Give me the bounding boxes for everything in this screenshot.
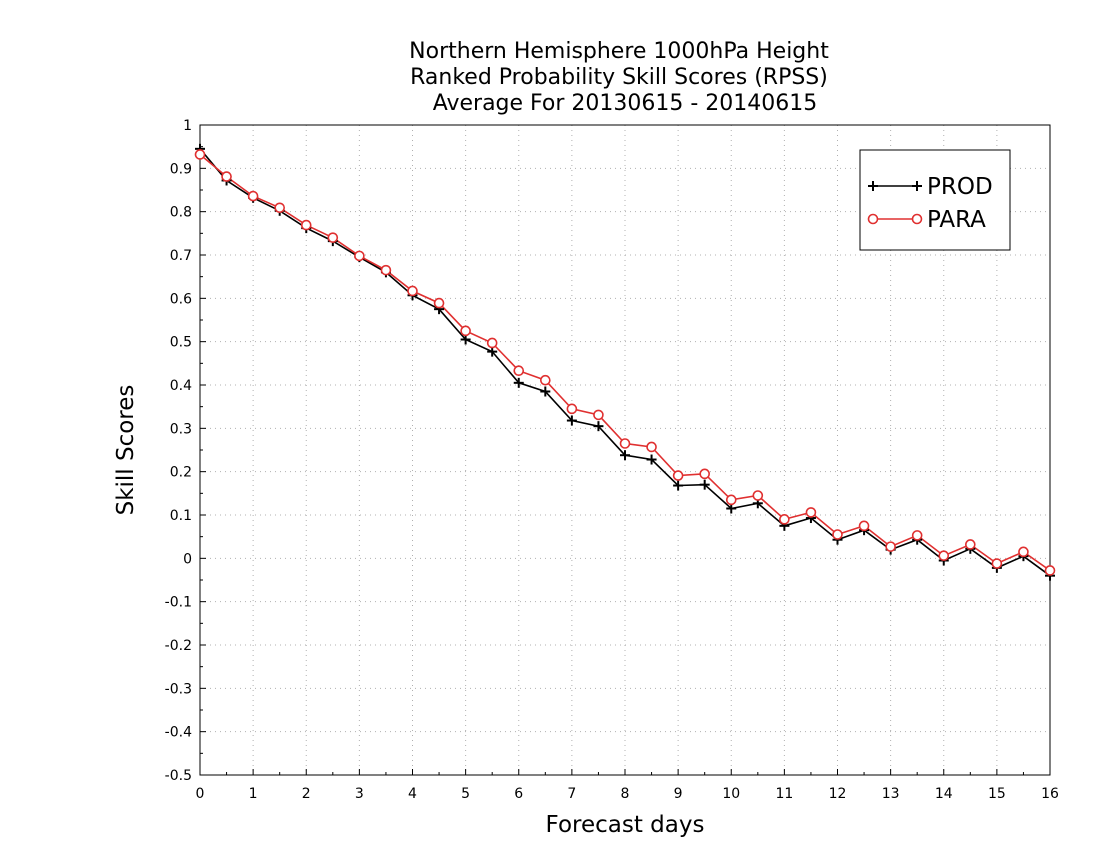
data-point [699, 468, 710, 480]
series [194, 143, 1056, 581]
data-point [911, 530, 923, 541]
y-tick-label: 0.1 [170, 508, 192, 524]
y-tick-label: 0.8 [170, 205, 192, 221]
legend-label: PROD [927, 174, 993, 200]
data-point [991, 558, 1003, 569]
data-point [513, 365, 525, 377]
x-tick-label: 4 [408, 786, 417, 802]
y-tick-label: -0.4 [165, 725, 192, 741]
y-tick-label: -0.5 [165, 768, 192, 784]
y-tick-label: 0.9 [170, 161, 192, 177]
x-tick-label: 0 [196, 786, 205, 802]
data-point [805, 507, 817, 518]
y-tick-label: 0 [183, 551, 192, 567]
x-tick-label: 15 [988, 786, 1006, 802]
data-point [566, 403, 578, 415]
x-tick-label: 3 [355, 786, 364, 802]
data-point [912, 181, 922, 191]
data-point [832, 529, 843, 540]
data-point [380, 264, 392, 276]
plot-frame [199, 124, 1051, 776]
data-point [221, 171, 232, 182]
axis-ticks: 0 1 2 3 4 5 6 7 8 9 10 11 12 13 14 15 1610.90.80.70.60.5… [165, 118, 1059, 802]
data-point [646, 454, 657, 465]
data-point [620, 450, 630, 461]
data-point [433, 297, 445, 309]
grid [200, 125, 1050, 775]
y-tick-label: 1 [183, 118, 192, 134]
data-point [593, 421, 604, 432]
data-point [779, 514, 790, 525]
data-point [699, 479, 710, 490]
data-point [540, 374, 551, 386]
legend-entry-para: PARA [867, 207, 986, 233]
x-tick-label: 16 [1041, 786, 1059, 802]
data-point [1044, 565, 1056, 576]
y-axis-label: Skill Scores [113, 385, 139, 516]
data-point [673, 480, 684, 491]
y-tick-label: 0.7 [170, 248, 192, 264]
data-point [593, 409, 604, 421]
data-point [327, 232, 339, 243]
x-tick-label: 2 [302, 786, 311, 802]
series-markers-para [194, 149, 1056, 576]
x-axis-label: Forecast days [546, 812, 705, 838]
data-point [726, 503, 737, 514]
data-point [911, 213, 923, 225]
x-tick-label: 7 [567, 786, 576, 802]
y-tick-label: 0.5 [170, 335, 192, 351]
data-point [672, 470, 684, 481]
legend-entry-prod: PROD [868, 174, 993, 200]
x-tick-label: 8 [621, 786, 630, 802]
y-tick-label: 0.6 [170, 291, 192, 307]
data-point [868, 181, 878, 191]
data-point [354, 250, 365, 262]
x-tick-label: 13 [882, 786, 900, 802]
y-tick-label: -0.2 [165, 638, 192, 654]
data-point [513, 377, 524, 388]
data-point [858, 520, 870, 532]
data-point [938, 550, 950, 562]
data-point [486, 337, 498, 349]
data-point [407, 285, 418, 297]
data-point [965, 539, 976, 550]
legend-label: PARA [927, 207, 986, 233]
title-line-1: Northern Hemisphere 1000hPa Height [409, 39, 829, 64]
x-tick-label: 6 [514, 786, 523, 802]
title-line-3: Average For 20130615 - 20140615 [433, 91, 818, 116]
data-point [752, 490, 764, 501]
y-tick-label: 0.4 [170, 378, 192, 394]
x-tick-label: 14 [935, 786, 953, 802]
x-tick-label: 5 [461, 786, 470, 802]
data-point [619, 438, 631, 449]
x-tick-label: 11 [775, 786, 793, 802]
y-tick-label: 0.3 [170, 421, 192, 437]
data-point [540, 386, 551, 397]
data-point [867, 213, 879, 225]
data-point [646, 441, 657, 453]
legend: PROD PARA [859, 149, 1011, 251]
data-point [725, 494, 737, 506]
data-point [1018, 546, 1029, 558]
data-point [487, 346, 498, 357]
legend-box [859, 149, 1011, 251]
data-point [194, 149, 206, 160]
x-tick-label: 12 [829, 786, 847, 802]
data-point [274, 202, 285, 214]
data-point [566, 415, 577, 426]
y-tick-label: -0.3 [165, 681, 192, 697]
data-point [885, 541, 896, 552]
data-point [460, 334, 471, 345]
y-tick-label: 0.2 [170, 465, 192, 481]
x-tick-label: 1 [249, 786, 258, 802]
x-tick-label: 10 [722, 786, 740, 802]
y-tick-label: -0.1 [165, 595, 192, 611]
data-point [300, 219, 312, 231]
title-line-2: Ranked Probability Skill Scores (RPSS) [410, 65, 828, 90]
x-tick-label: 9 [674, 786, 683, 802]
chart-title: Northern Hemisphere 1000hPa Height Ranke… [409, 39, 829, 116]
data-point [247, 190, 259, 202]
data-point [460, 325, 471, 337]
